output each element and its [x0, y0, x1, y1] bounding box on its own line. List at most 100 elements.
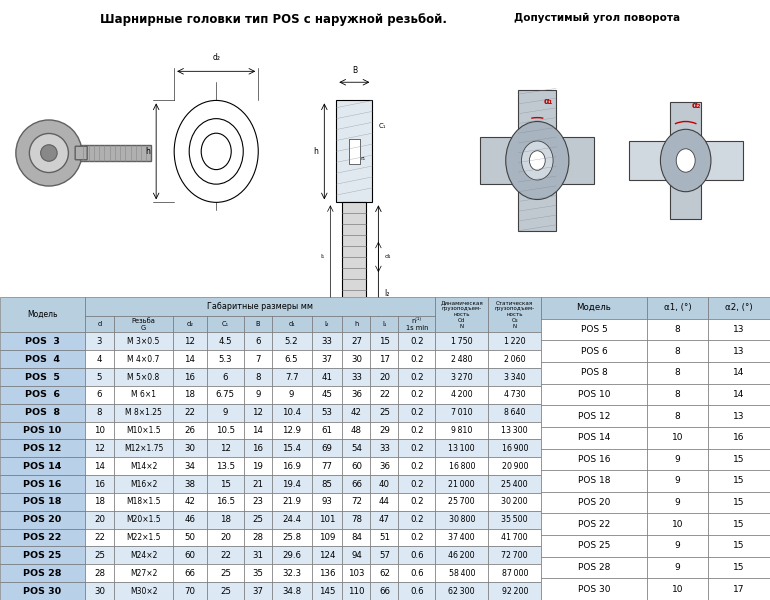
Text: POS 20: POS 20	[23, 515, 62, 524]
Text: POS 30: POS 30	[578, 584, 610, 593]
Text: 124: 124	[319, 551, 335, 560]
Bar	[708, 492, 770, 514]
Bar	[244, 582, 272, 600]
Bar	[244, 511, 272, 529]
Bar	[488, 493, 541, 511]
Text: 61: 61	[322, 426, 333, 435]
Text: POS 8: POS 8	[581, 368, 608, 377]
Text: M 4×0.7: M 4×0.7	[127, 355, 160, 364]
Bar	[312, 529, 343, 547]
Text: POS 22: POS 22	[578, 520, 610, 529]
Bar	[647, 514, 708, 535]
Text: 110: 110	[348, 587, 365, 596]
Bar	[488, 386, 541, 404]
Bar	[518, 90, 556, 230]
Text: 3 270: 3 270	[451, 373, 473, 382]
Bar	[207, 493, 244, 511]
Bar	[114, 386, 173, 404]
Text: 22: 22	[94, 533, 105, 542]
Text: 4 730: 4 730	[504, 391, 526, 400]
Bar	[207, 565, 244, 582]
Bar	[114, 332, 173, 350]
Text: Модель: Модель	[27, 310, 58, 319]
Bar	[244, 529, 272, 547]
Circle shape	[530, 151, 545, 170]
Text: 62 300: 62 300	[448, 587, 475, 596]
Text: 0.2: 0.2	[410, 408, 424, 417]
Text: G: G	[351, 399, 357, 408]
Text: 92 200: 92 200	[501, 587, 528, 596]
Text: POS 14: POS 14	[578, 433, 610, 442]
Text: 1 750: 1 750	[451, 337, 473, 346]
Bar	[0, 332, 85, 350]
Text: 16.5: 16.5	[216, 497, 235, 506]
Text: 5.2: 5.2	[285, 337, 299, 346]
Bar	[343, 511, 370, 529]
Bar	[398, 529, 435, 547]
Circle shape	[521, 141, 553, 180]
Bar	[398, 332, 435, 350]
Text: 12: 12	[220, 444, 231, 453]
Text: 9: 9	[675, 498, 680, 507]
Bar	[312, 350, 343, 368]
Bar	[114, 511, 173, 529]
Text: M 6×1: M 6×1	[131, 391, 156, 400]
Text: 6.75: 6.75	[216, 391, 235, 400]
Text: 7.7: 7.7	[285, 373, 299, 382]
Bar	[435, 547, 488, 565]
Text: M 3×0.5: M 3×0.5	[127, 337, 160, 346]
Bar	[173, 404, 207, 422]
FancyBboxPatch shape	[75, 146, 87, 160]
Text: 9: 9	[255, 391, 260, 400]
Bar	[708, 340, 770, 362]
Text: 0.2: 0.2	[410, 337, 424, 346]
Text: 15: 15	[220, 479, 231, 488]
Text: 0.2: 0.2	[410, 355, 424, 364]
Bar	[398, 350, 435, 368]
Bar	[488, 368, 541, 386]
Text: 23: 23	[253, 497, 263, 506]
Bar	[312, 457, 343, 475]
Text: M30×2: M30×2	[130, 587, 157, 596]
Bar	[114, 404, 173, 422]
Text: 17: 17	[733, 584, 745, 593]
Bar	[488, 582, 541, 600]
Bar	[488, 547, 541, 565]
Bar	[85, 547, 114, 565]
Text: l₁: l₁	[320, 254, 324, 259]
Bar	[488, 404, 541, 422]
Text: 8: 8	[675, 347, 680, 356]
Text: 9: 9	[675, 563, 680, 572]
Text: M14×2: M14×2	[130, 462, 157, 471]
Bar	[272, 439, 312, 457]
Text: 8 640: 8 640	[504, 408, 526, 417]
Bar	[207, 529, 244, 547]
Bar	[370, 565, 398, 582]
Bar	[244, 475, 272, 493]
Bar	[207, 582, 244, 600]
Bar	[435, 297, 488, 332]
Bar	[541, 340, 647, 362]
Bar	[398, 316, 435, 332]
Bar	[207, 404, 244, 422]
Text: Шарнирные головки тип POS с наружной резьбой.: Шарнирные головки тип POS с наружной рез…	[100, 13, 447, 26]
Bar	[541, 383, 647, 405]
Text: 24.4: 24.4	[282, 515, 301, 524]
Text: C₁: C₁	[378, 123, 386, 129]
Text: 16: 16	[253, 444, 263, 453]
Bar	[647, 383, 708, 405]
Text: 12.9: 12.9	[282, 426, 301, 435]
Text: 15: 15	[733, 520, 745, 529]
Bar	[0, 368, 85, 386]
Text: 15: 15	[733, 563, 745, 572]
Bar	[0, 422, 85, 439]
Text: 34: 34	[185, 462, 196, 471]
Bar	[647, 578, 708, 600]
Text: 10.4: 10.4	[282, 408, 301, 417]
Text: α1, (°): α1, (°)	[664, 304, 691, 313]
Bar	[435, 511, 488, 529]
Bar	[80, 145, 151, 161]
Text: 25.8: 25.8	[282, 533, 301, 542]
Bar	[629, 141, 685, 180]
Bar	[647, 470, 708, 492]
